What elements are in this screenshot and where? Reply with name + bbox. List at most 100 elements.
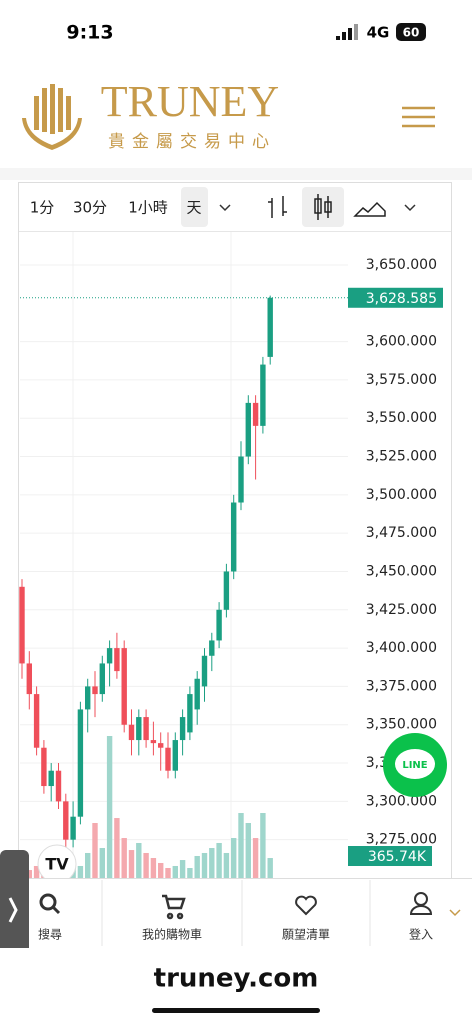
volume-bar bbox=[245, 823, 251, 878]
volume-bar bbox=[165, 868, 171, 878]
home-indicator bbox=[152, 1008, 320, 1013]
interval[interactable]: 30分 bbox=[73, 199, 107, 217]
tradingview-logo-text: TV bbox=[45, 855, 69, 874]
volume-bar bbox=[187, 868, 193, 878]
candle-body bbox=[260, 364, 266, 426]
volume-bar bbox=[106, 736, 113, 878]
volume-bar bbox=[231, 838, 237, 878]
y-tick-label: 3,500.000 bbox=[366, 487, 437, 503]
battery-icon bbox=[396, 23, 426, 41]
candle-body bbox=[48, 770, 54, 787]
candle-body bbox=[172, 740, 178, 771]
candle-body bbox=[92, 686, 98, 695]
candle-body bbox=[194, 678, 200, 710]
volume-bar bbox=[158, 862, 164, 878]
candle-body bbox=[143, 717, 149, 741]
y-tick-label: 3,650.000 bbox=[366, 257, 437, 273]
volume-bar bbox=[136, 842, 142, 878]
candle-body bbox=[136, 717, 142, 741]
candle-body bbox=[77, 709, 84, 817]
candle-body bbox=[70, 816, 76, 840]
y-tick-label: 3,475.000 bbox=[366, 525, 437, 541]
candle-body bbox=[41, 747, 47, 787]
candle-body bbox=[121, 648, 127, 725]
volume-bar bbox=[267, 858, 273, 878]
volume-bar bbox=[128, 850, 135, 878]
logo-icon bbox=[22, 84, 82, 150]
last-price-label: 3,628.585 bbox=[366, 291, 437, 307]
volume-bar bbox=[121, 838, 127, 878]
interval-dropdown[interactable] bbox=[219, 204, 231, 212]
candle-body bbox=[165, 747, 171, 771]
volume-bar bbox=[26, 870, 32, 878]
y-tick-label: 3,300.000 bbox=[366, 793, 437, 809]
last-volume-label: 365.74K bbox=[368, 849, 427, 865]
candle-body bbox=[252, 402, 259, 426]
volume-bar bbox=[209, 848, 215, 878]
volume-bar bbox=[223, 852, 230, 878]
last-price-tag bbox=[348, 287, 443, 308]
candle-body bbox=[209, 640, 215, 656]
candle-body bbox=[26, 663, 32, 695]
candle-body bbox=[63, 801, 69, 840]
style-dropdown[interactable] bbox=[404, 204, 416, 212]
search-icon[interactable] bbox=[39, 893, 61, 915]
nav-label[interactable]: 願望清單 bbox=[282, 928, 330, 942]
line-bubble bbox=[395, 749, 435, 779]
interval[interactable]: 天 bbox=[186, 199, 201, 217]
cart-icon[interactable] bbox=[162, 894, 186, 920]
volume-bar bbox=[114, 818, 120, 878]
nav-label[interactable]: 登入 bbox=[409, 927, 433, 942]
candle-body bbox=[179, 717, 186, 741]
candle-body bbox=[106, 648, 113, 664]
volume-bar bbox=[194, 855, 200, 878]
candle-body bbox=[150, 740, 157, 744]
candle-body bbox=[128, 724, 135, 741]
wishlist-icon[interactable] bbox=[295, 895, 317, 916]
last-volume-tag bbox=[348, 846, 432, 866]
y-tick-label: 3,600.000 bbox=[366, 334, 437, 350]
candle-body bbox=[114, 648, 120, 672]
candle-body bbox=[19, 586, 25, 664]
volume-bar bbox=[252, 838, 259, 878]
interval-active-bg bbox=[181, 187, 208, 227]
volume-bar bbox=[260, 813, 266, 878]
nav-more[interactable] bbox=[449, 909, 461, 917]
y-tick-label: 3,375.000 bbox=[366, 678, 437, 694]
candle-body bbox=[216, 609, 222, 641]
candle-body bbox=[245, 402, 251, 457]
y-tick-label: 3,275.000 bbox=[366, 832, 437, 848]
volume-bar bbox=[143, 852, 149, 878]
y-tick-label: 3,550.000 bbox=[366, 410, 437, 426]
login-icon[interactable] bbox=[409, 892, 433, 915]
menu-button[interactable] bbox=[402, 106, 435, 128]
volume-bar bbox=[33, 865, 40, 878]
separator bbox=[0, 168, 472, 180]
nav-label[interactable]: 搜尋 bbox=[38, 927, 62, 942]
area-style-icon[interactable] bbox=[353, 201, 386, 217]
line-button-label: LINE bbox=[402, 760, 427, 771]
status-network: 4G bbox=[367, 24, 390, 42]
candle-body bbox=[201, 655, 208, 687]
nav-label[interactable]: 我的購物車 bbox=[142, 927, 202, 942]
volume-bar bbox=[238, 813, 244, 878]
volume-bar bbox=[77, 865, 84, 878]
volume-bar bbox=[85, 852, 91, 878]
candle-body bbox=[55, 770, 62, 802]
interval[interactable]: 1分 bbox=[30, 199, 55, 217]
candle-style-icon[interactable] bbox=[314, 194, 332, 220]
candle-body bbox=[99, 663, 105, 695]
nav-bar bbox=[0, 878, 472, 948]
volume-bar bbox=[179, 860, 186, 878]
volume-bar bbox=[201, 852, 208, 878]
volume-bar bbox=[99, 848, 105, 878]
candle-body bbox=[267, 297, 273, 357]
y-tick-label: 3,400.000 bbox=[366, 640, 437, 656]
volume-bar bbox=[150, 858, 157, 878]
candle-body bbox=[223, 571, 230, 610]
volume-bar bbox=[172, 865, 178, 878]
interval[interactable]: 1小時 bbox=[128, 199, 168, 217]
url[interactable]: truney.com bbox=[154, 964, 319, 994]
bar-style-icon[interactable] bbox=[268, 196, 287, 218]
